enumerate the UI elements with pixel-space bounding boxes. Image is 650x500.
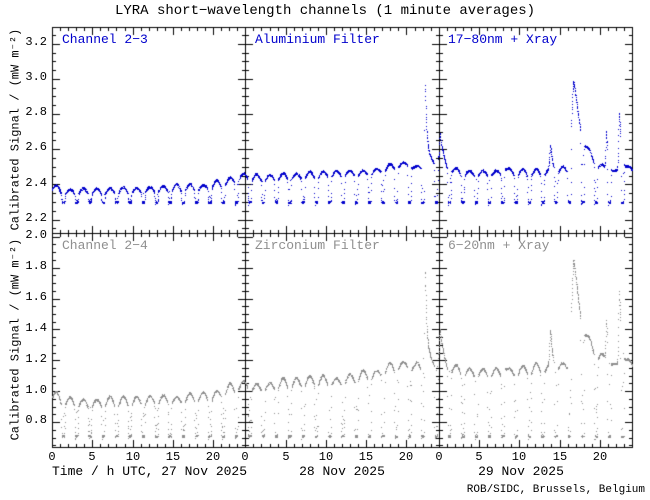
y-tick-label: 1.2 <box>25 352 47 366</box>
x-tick-label: 0 <box>435 450 443 464</box>
y-axis-label-top: Calibrated Signal / (mW m⁻²) <box>8 28 23 231</box>
x-tick-label: 10 <box>511 450 527 464</box>
y-tick-label: 3.2 <box>25 35 47 49</box>
y-tick-label: 1.4 <box>25 321 47 335</box>
x-tick-label: 5 <box>88 450 96 464</box>
y-tick-label: 0.8 <box>25 413 47 427</box>
y-tick-label: 3.0 <box>25 70 47 84</box>
y-tick-label: 2.6 <box>25 140 47 154</box>
panel-label-6-20nm-xray: 6−20nm + Xray <box>448 238 550 253</box>
x-axis-day-label: 28 Nov 2025 <box>299 464 385 479</box>
x-tick-label: 15 <box>358 450 374 464</box>
x-tick-label: 5 <box>282 450 290 464</box>
panel-label-17-80nm-xray: 17−80nm + Xray <box>448 32 558 47</box>
x-tick-label: 20 <box>205 450 221 464</box>
x-tick-label: 10 <box>318 450 334 464</box>
x-tick-label: 15 <box>552 450 568 464</box>
x-tick-label: 0 <box>241 450 249 464</box>
x-tick-label: 0 <box>48 450 56 464</box>
panel-label-zirconium-filter: Zirconium Filter <box>255 238 380 253</box>
x-tick-label: 10 <box>125 450 141 464</box>
x-tick-label: 15 <box>165 450 181 464</box>
panel-label-channel-2-3: Channel 2−3 <box>62 32 148 47</box>
x-tick-label: 20 <box>398 450 414 464</box>
x-tick-label: 20 <box>592 450 608 464</box>
x-axis-day-label: 29 Nov 2025 <box>478 464 564 479</box>
x-tick-label: 5 <box>475 450 483 464</box>
y-tick-label: 2.4 <box>25 176 47 190</box>
y-tick-label: 2.2 <box>25 211 47 225</box>
panel-label-aluminium-filter: Aluminium Filter <box>255 32 380 47</box>
y-tick-label: 1.0 <box>25 383 47 397</box>
x-axis-day-label: Time / h UTC, 27 Nov 2025 <box>52 464 248 479</box>
credit-text: ROB/SIDC, Brussels, Belgium <box>466 484 645 496</box>
y-tick-label: 2.8 <box>25 105 47 119</box>
y-tick-label: 1.6 <box>25 290 47 304</box>
y-tick-label: 1.8 <box>25 259 47 273</box>
y-tick-label: 2.0 <box>25 228 47 242</box>
chart-title: LYRA short−wavelength channels (1 minute… <box>114 3 536 19</box>
panel-label-channel-2-4: Channel 2−4 <box>62 238 148 253</box>
